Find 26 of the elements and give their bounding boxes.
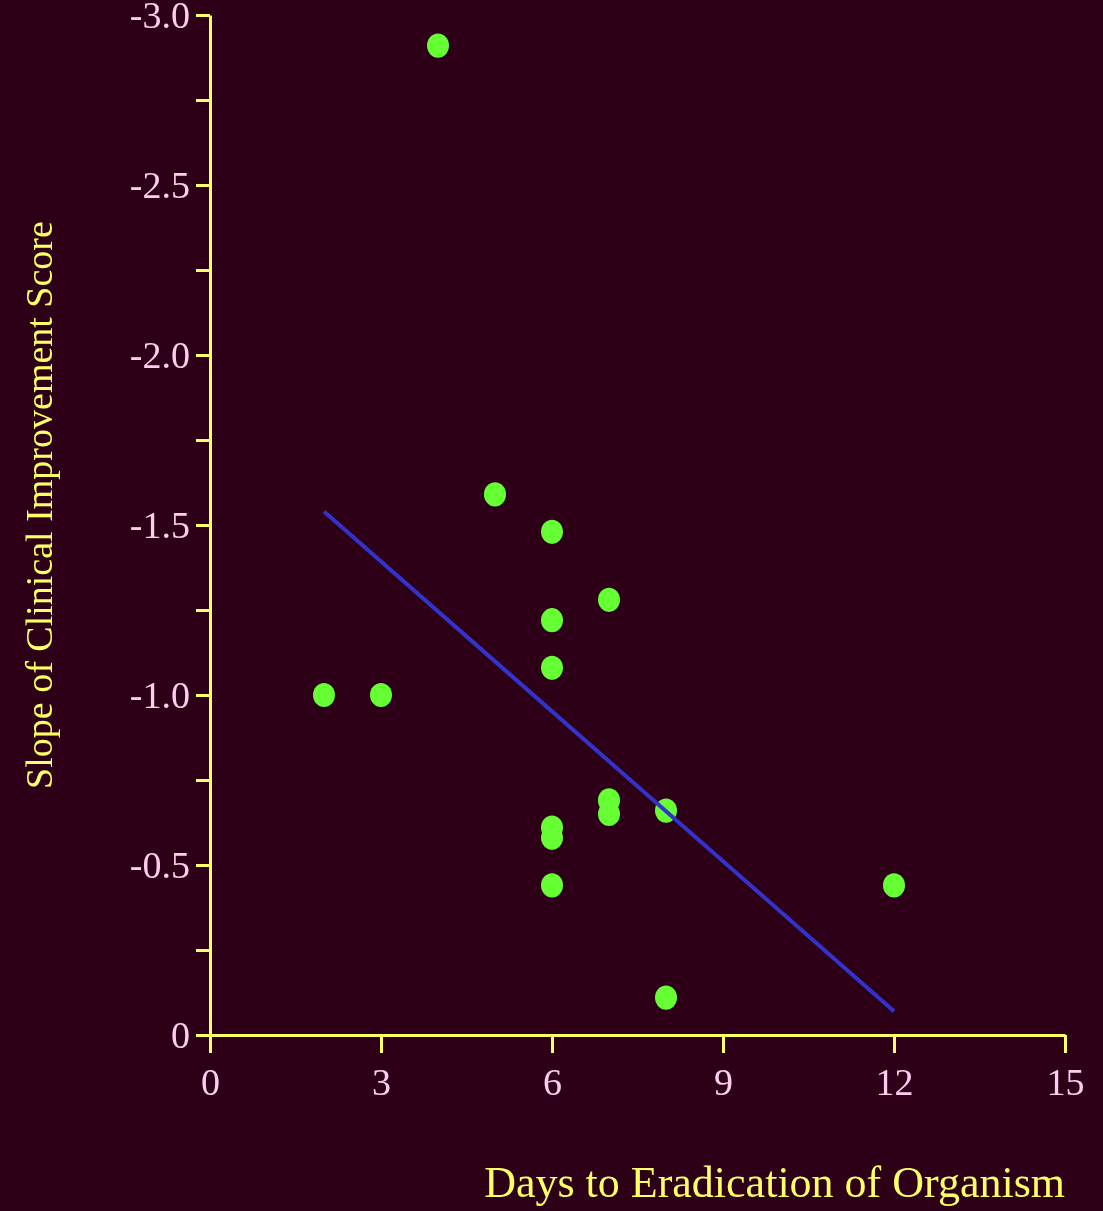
point <box>484 482 506 507</box>
x-tick-label: 12 <box>875 1061 914 1104</box>
point <box>313 682 335 708</box>
x-axis-title: Days to Eradication of Organism <box>484 1158 1065 1207</box>
x-tick-label: 3 <box>372 1061 391 1104</box>
point <box>541 608 563 633</box>
x-tick-label: 15 <box>1046 1061 1085 1104</box>
point <box>541 519 563 544</box>
x-tick-label: 6 <box>543 1061 562 1104</box>
y-tick-label: -2.5 <box>129 163 190 206</box>
y-tick-label: -3.0 <box>129 0 190 36</box>
x-tick-label: 0 <box>201 1061 220 1104</box>
point <box>883 873 905 898</box>
y-tick-label: 0 <box>171 1013 190 1056</box>
y-tick-label: -1.5 <box>129 503 190 546</box>
point <box>370 682 392 708</box>
y-axis-title: Slope of Clinical Improvement Score <box>18 221 60 789</box>
y-tick-label: -0.5 <box>129 843 190 886</box>
y-tick-label: -1.0 <box>129 673 190 716</box>
point <box>427 33 449 58</box>
point <box>541 655 563 680</box>
x-tick-label: 9 <box>714 1061 733 1104</box>
point <box>541 873 563 898</box>
point <box>598 587 620 612</box>
point <box>655 985 677 1010</box>
y-tick-label: -2.0 <box>129 333 190 376</box>
